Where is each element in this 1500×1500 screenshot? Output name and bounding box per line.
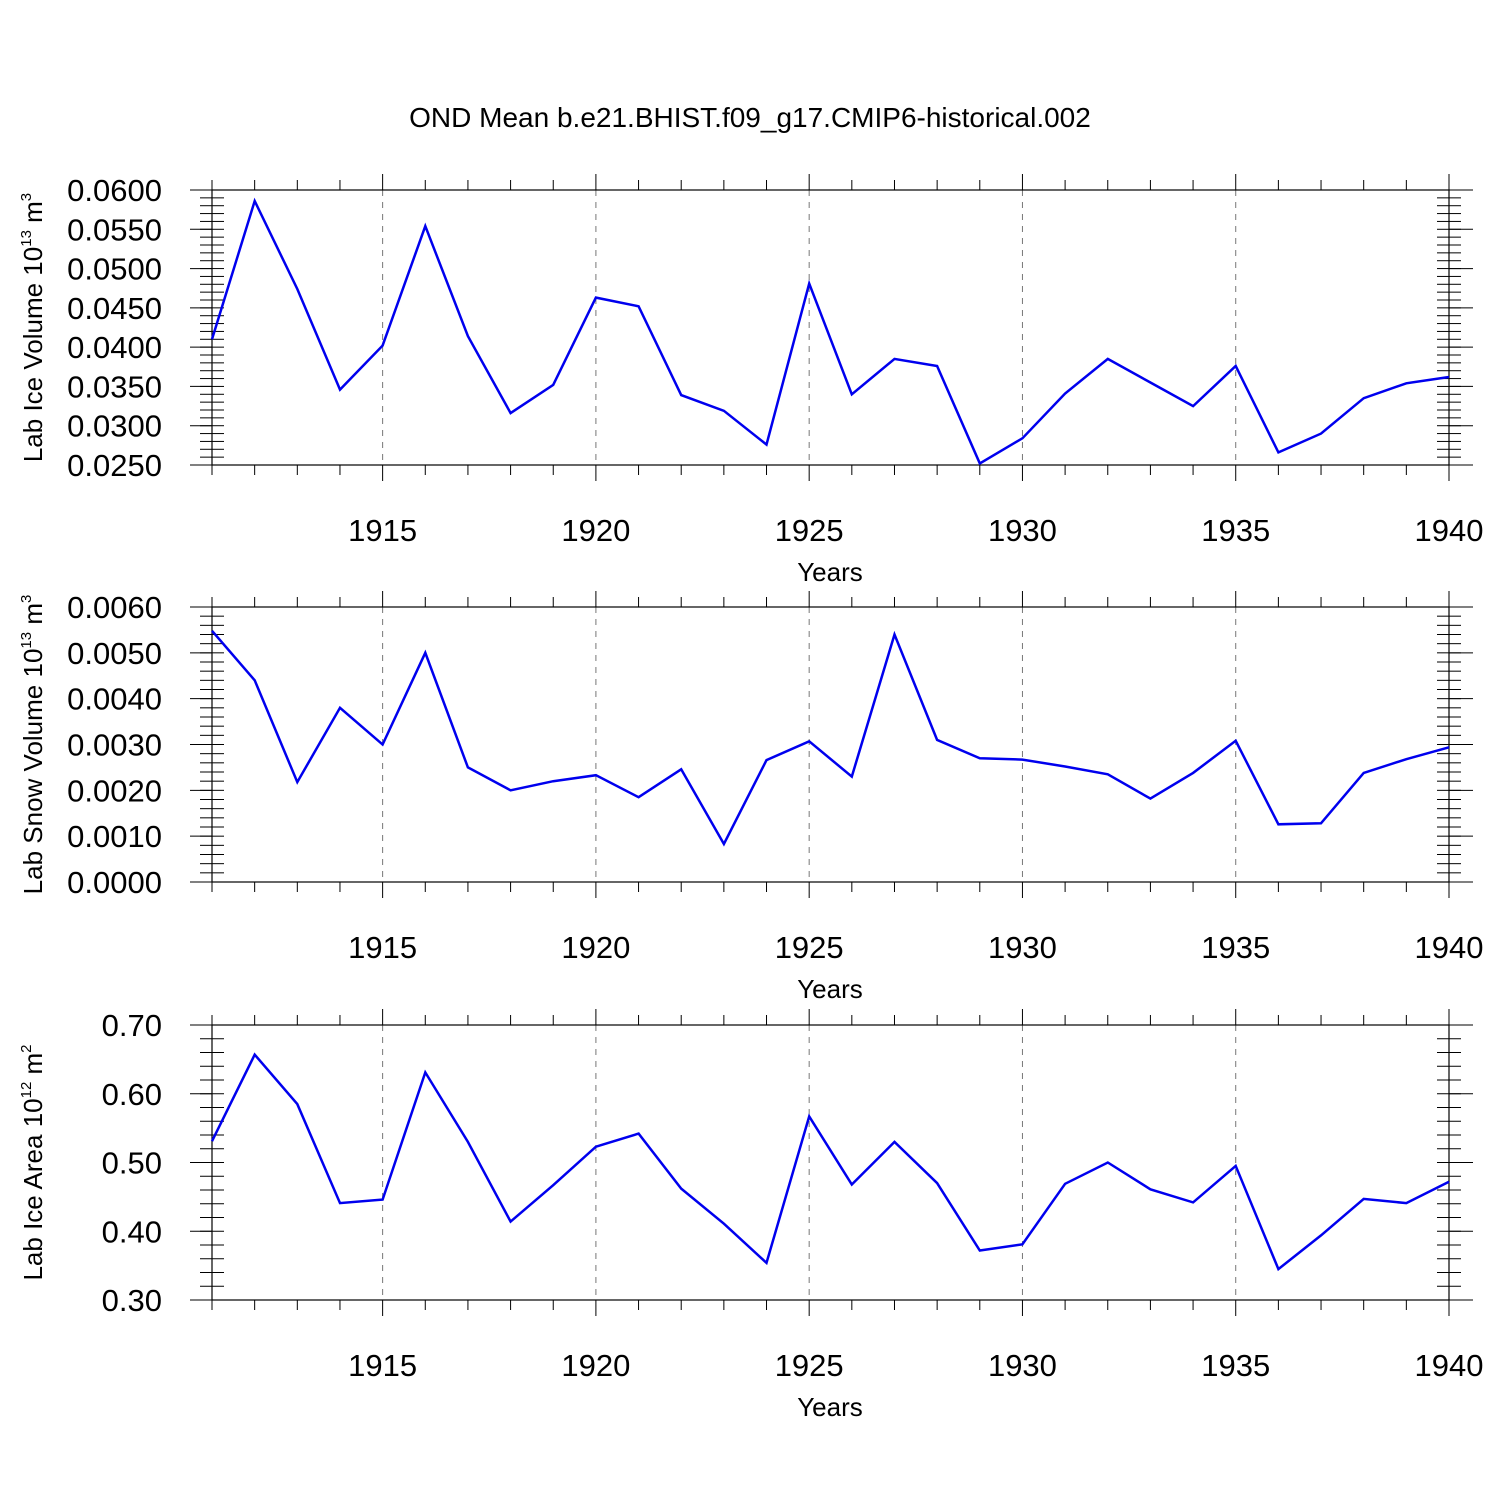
plot-frame <box>211 189 1450 466</box>
series-line <box>210 197 1450 466</box>
y-tick-label: 0.70 <box>102 1008 162 1043</box>
x-tick-label: 1925 <box>775 930 844 965</box>
panel-3: 0.70 0.60 0.50 0.40 0.30 1915 1920 1925 1930 1935… <box>18 1008 1483 1422</box>
y-tick-label: 0.0050 <box>67 636 162 671</box>
y-tick-label: 0.0400 <box>67 330 162 365</box>
x-tick-label: 1940 <box>1415 930 1484 965</box>
x-tick-label: 1935 <box>1201 930 1270 965</box>
x-tick-label: 1920 <box>561 930 630 965</box>
y-tick-label: 0.0060 <box>67 590 162 625</box>
x-tick-label: 1915 <box>348 1348 417 1383</box>
x-tick-label: 1925 <box>775 1348 844 1383</box>
y-tick-label: 0.0600 <box>67 173 162 208</box>
x-axis-label: Years <box>797 1392 863 1422</box>
y-tick-label: 0.30 <box>102 1283 162 1318</box>
x-tick-label: 1920 <box>561 513 630 548</box>
panel-1: 0.0600 0.0550 0.0500 0.0450 0.0400 0.0350 0.03… <box>18 173 1483 587</box>
x-tick-label: 1915 <box>348 930 417 965</box>
y-tick-label: 0.0040 <box>67 682 162 717</box>
y-axis-label-unit-exp: 3 <box>18 595 35 603</box>
y-tick-label: 0.0000 <box>67 865 162 900</box>
y-axis-label: Lab Ice Volume 1013 m3 <box>18 193 48 462</box>
y-axis-label-unit: m <box>18 201 48 230</box>
y-tick-label: 0.0030 <box>67 728 162 763</box>
x-tick-label: 1940 <box>1415 1348 1484 1383</box>
y-tick-label: 0.0020 <box>67 773 162 808</box>
y-tick-label: 0.40 <box>102 1214 162 1249</box>
series-line <box>211 629 1450 847</box>
x-tick-label: 1925 <box>775 513 844 548</box>
y-tick-label: 0.0250 <box>67 448 162 483</box>
y-axis-label-exp: 13 <box>18 230 35 247</box>
x-tick-label: 1940 <box>1415 513 1484 548</box>
y-tick-label: 0.0450 <box>67 291 162 326</box>
y-axis-label-unit-exp: 2 <box>18 1044 35 1052</box>
y-axis-label-exp: 13 <box>18 632 35 649</box>
y-axis-label-base: Lab Ice Volume 10 <box>18 247 48 462</box>
x-tick-label: 1930 <box>988 930 1057 965</box>
panel-2: 0.0060 0.0050 0.0040 0.0030 0.0020 0.0010 0.00… <box>18 590 1483 1004</box>
y-axis-label: Lab Ice Area 1012 m2 <box>18 1044 48 1280</box>
x-tick-label: 1920 <box>561 1348 630 1383</box>
y-axis-label-base: Lab Ice Area 10 <box>18 1098 48 1280</box>
y-tick-label: 0.0500 <box>67 252 162 287</box>
y-axis-label-unit: m <box>18 1053 48 1082</box>
x-tick-label: 1935 <box>1201 513 1270 548</box>
x-tick-label: 1935 <box>1201 1348 1270 1383</box>
x-axis-label: Years <box>797 557 863 587</box>
y-axis-label-unit: m <box>18 603 48 632</box>
y-axis-label-exp: 12 <box>18 1082 35 1099</box>
series-line <box>210 1052 1450 1272</box>
y-axis-label-base: Lab Snow Volume 10 <box>18 649 48 895</box>
y-tick-label: 0.60 <box>102 1077 162 1112</box>
x-tick-label: 1930 <box>988 1348 1057 1383</box>
y-axis-label: Lab Snow Volume 1013 m3 <box>18 595 48 895</box>
y-axis-label-unit-exp: 3 <box>18 193 35 201</box>
x-tick-label: 1930 <box>988 513 1057 548</box>
y-tick-label: 0.0350 <box>67 369 162 404</box>
y-tick-label: 0.0550 <box>67 212 162 247</box>
chart-title: OND Mean b.e21.BHIST.f09_g17.CMIP6-histo… <box>409 102 1091 133</box>
x-axis-label: Years <box>797 974 863 1004</box>
x-tick-label: 1915 <box>348 513 417 548</box>
y-tick-label: 0.50 <box>102 1146 162 1181</box>
y-tick-label: 0.0010 <box>67 819 162 854</box>
y-tick-label: 0.0300 <box>67 409 162 444</box>
